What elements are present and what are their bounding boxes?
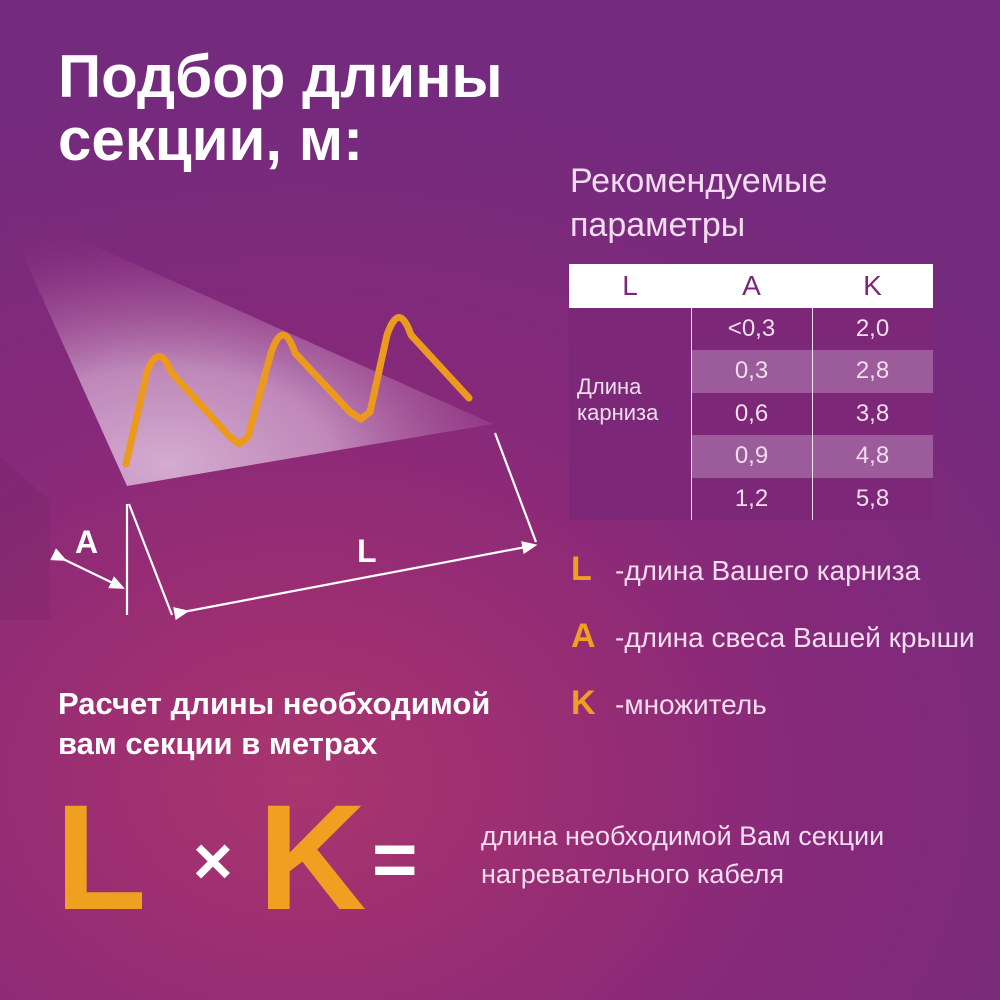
- svg-text:A: A: [75, 524, 98, 560]
- svg-text:L: L: [357, 533, 377, 569]
